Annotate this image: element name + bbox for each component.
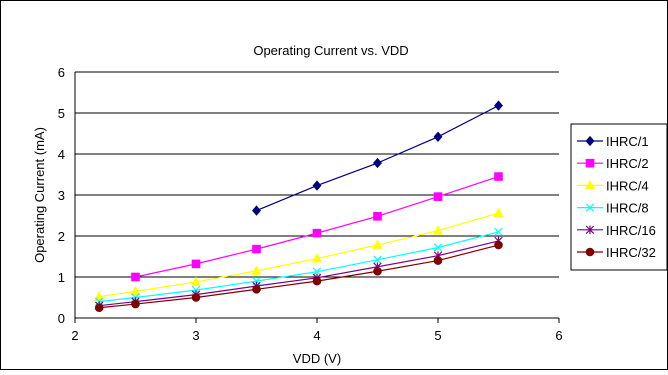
series-1 — [131, 172, 503, 282]
series-5 — [94, 240, 503, 313]
series-2 — [94, 207, 504, 301]
data-point — [373, 255, 382, 265]
data-point — [131, 272, 140, 282]
legend-marker — [584, 179, 596, 190]
tick-labels: 0 1 2 3 4 5 6 2 3 4 5 6 — [58, 65, 563, 343]
axes — [74, 72, 560, 323]
legend-label: IHRC/16 — [606, 223, 656, 238]
legend-marker — [585, 203, 595, 212]
series-layer — [94, 100, 504, 313]
y-tick-label: 4 — [58, 147, 65, 162]
data-point — [312, 180, 322, 191]
legend-label: IHRC/8 — [606, 201, 649, 216]
series-line — [99, 231, 499, 303]
data-point — [94, 303, 104, 313]
series-3 — [94, 227, 503, 306]
data-point — [252, 244, 261, 254]
data-point — [433, 131, 443, 142]
data-point — [190, 276, 202, 286]
data-point — [130, 285, 141, 296]
legend-label: IHRC/2 — [606, 156, 649, 171]
y-tick-label: 6 — [58, 65, 65, 80]
data-point — [433, 192, 443, 201]
data-point — [191, 293, 201, 302]
x-tick-label: 6 — [555, 328, 562, 343]
data-point — [311, 253, 323, 263]
data-point — [312, 267, 322, 276]
y-tick-label: 5 — [58, 106, 65, 121]
data-point — [131, 299, 140, 309]
series-line — [99, 244, 499, 309]
series-line — [99, 212, 499, 298]
series-0 — [252, 100, 503, 216]
legend-marker — [585, 225, 595, 235]
y-tick-label: 3 — [58, 188, 65, 203]
legend-label: IHRC/32 — [606, 245, 656, 260]
data-point — [432, 225, 444, 235]
data-point — [191, 259, 201, 269]
data-point — [433, 256, 443, 265]
x-tick-label: 2 — [71, 328, 78, 343]
data-point — [494, 240, 503, 250]
data-point — [252, 205, 261, 216]
data-point — [494, 172, 503, 181]
y-axis-label: Operating Current (mA) — [32, 127, 47, 263]
data-point — [373, 212, 382, 221]
legend-entry: IHRC/4 — [577, 178, 649, 193]
y-tick-label: 2 — [58, 229, 65, 244]
legend-marker — [585, 247, 595, 257]
x-tick-label: 5 — [434, 328, 441, 343]
y-tick-label: 0 — [58, 311, 65, 326]
legend-entry: IHRC/2 — [577, 156, 649, 171]
x-tick-label: 4 — [313, 328, 320, 343]
data-point — [94, 291, 105, 301]
legend-marker — [585, 158, 595, 168]
x-tick-label: 3 — [192, 328, 199, 343]
legend-label: IHRC/4 — [606, 178, 649, 193]
chart-title: Operating Current vs. VDD — [253, 43, 408, 58]
x-axis-label: VDD (V) — [293, 351, 341, 366]
data-point — [252, 285, 261, 294]
data-point — [493, 207, 504, 217]
legend-marker — [585, 135, 595, 147]
data-point — [312, 228, 322, 238]
data-point — [494, 100, 503, 111]
legend-entry: IHRC/8 — [577, 201, 649, 216]
data-point — [312, 276, 322, 286]
legend-label: IHRC/1 — [606, 134, 649, 149]
legend-entry: IHRC/32 — [577, 245, 656, 260]
data-point — [373, 157, 382, 169]
y-tick-label: 1 — [58, 270, 65, 285]
data-point — [494, 227, 503, 237]
legend-entry: IHRC/16 — [577, 223, 656, 238]
legend: IHRC/1 IHRC/2 IHRC/4 IHRC/8 IHRC/16 IHRC/32 — [570, 123, 668, 271]
data-point — [251, 265, 262, 275]
series-line — [99, 240, 499, 307]
data-point — [433, 243, 443, 252]
legend-box — [570, 123, 668, 271]
legend-entry: IHRC/1 — [577, 134, 649, 149]
data-point — [373, 266, 382, 276]
data-point — [372, 239, 383, 249]
